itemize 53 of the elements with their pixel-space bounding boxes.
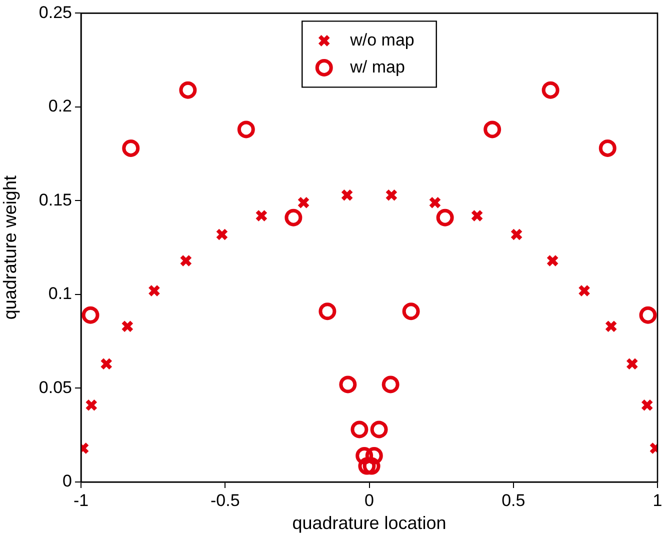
point xyxy=(484,120,502,138)
point xyxy=(122,139,140,157)
point xyxy=(402,302,420,320)
legend-label: w/ map xyxy=(349,57,405,76)
point xyxy=(382,376,400,394)
point xyxy=(82,306,100,324)
point xyxy=(179,81,197,99)
point xyxy=(546,254,559,267)
point xyxy=(604,320,618,333)
point xyxy=(340,188,354,202)
y-axis-title: quadrature weight xyxy=(0,176,20,320)
x-tick-label: 0 xyxy=(364,490,374,510)
point xyxy=(358,457,376,475)
y-tick-label: 0.1 xyxy=(48,284,72,304)
point xyxy=(339,376,357,394)
point xyxy=(470,209,484,222)
point xyxy=(356,446,374,464)
point xyxy=(350,420,368,438)
point xyxy=(180,254,192,267)
x-axis-title: quadrature location xyxy=(292,513,446,534)
point xyxy=(237,120,255,138)
y-tick-label: 0.15 xyxy=(38,190,72,210)
point xyxy=(626,358,638,370)
point xyxy=(510,228,523,241)
point xyxy=(428,196,442,209)
point xyxy=(216,228,228,241)
point xyxy=(318,302,336,320)
point xyxy=(255,209,268,222)
point xyxy=(284,208,302,226)
point xyxy=(578,284,591,297)
point xyxy=(370,420,388,438)
point xyxy=(598,139,616,157)
y-tick-label: 0.2 xyxy=(48,96,72,116)
point xyxy=(542,81,560,99)
legend-label: w/o map xyxy=(349,30,414,50)
y-tick-label: 0.05 xyxy=(38,378,72,397)
point xyxy=(297,196,310,209)
point xyxy=(362,457,380,475)
y-tick-label: 0.25 xyxy=(38,2,72,22)
point xyxy=(365,446,383,464)
point xyxy=(436,208,454,226)
point xyxy=(640,398,654,412)
point xyxy=(385,188,398,202)
point xyxy=(121,320,134,333)
x-tick-label: 1 xyxy=(652,490,662,510)
point xyxy=(85,398,98,412)
y-tick-label: 0 xyxy=(62,472,72,491)
point xyxy=(148,284,160,297)
point xyxy=(639,306,657,324)
x-tick-label: 0.5 xyxy=(502,490,526,510)
point xyxy=(100,358,113,370)
x-tick-label: -1 xyxy=(73,490,89,510)
x-tick-label: -0.5 xyxy=(210,490,240,510)
